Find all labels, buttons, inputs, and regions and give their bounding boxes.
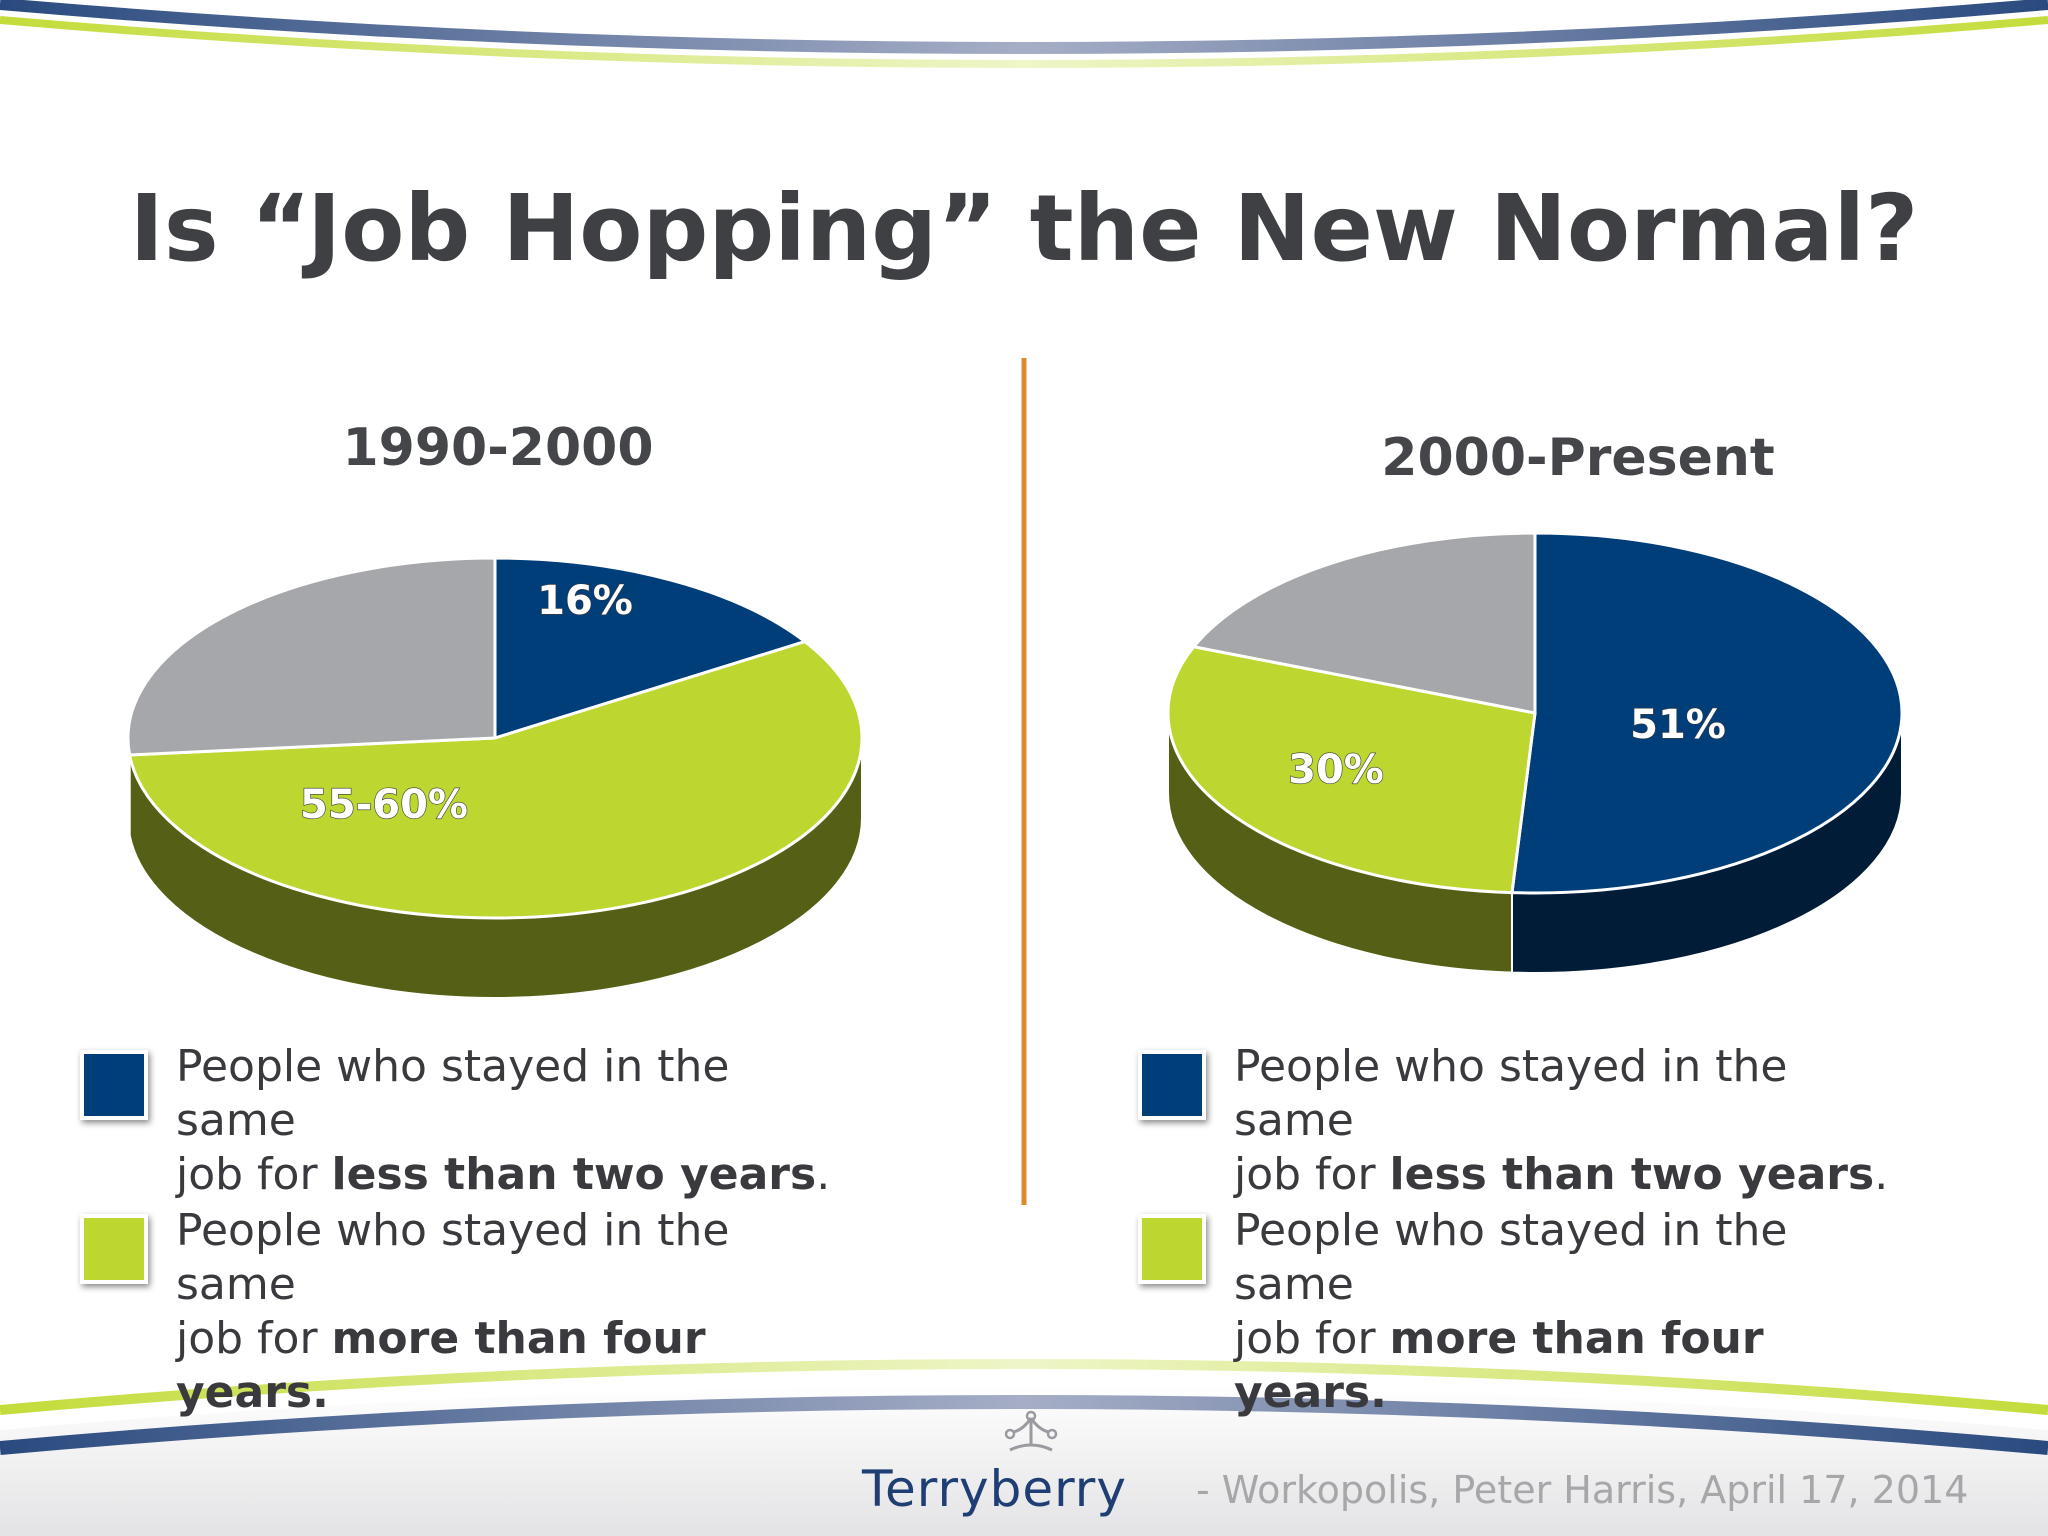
legend-swatch-navy bbox=[1138, 1050, 1206, 1120]
bottom-lime-swoosh bbox=[0, 1359, 2048, 1415]
footer-band bbox=[0, 1385, 2048, 1536]
footer-source: - Workopolis, Peter Harris, April 17, 20… bbox=[1196, 1468, 1969, 1512]
legend-text: People who stayed in the same job for le… bbox=[176, 1041, 831, 1200]
legend-text: People who stayed in the same job for mo… bbox=[176, 1205, 730, 1418]
pie-data-label: 30% bbox=[1288, 747, 1384, 793]
legend-item-right-long: People who stayed in the same job for mo… bbox=[1138, 1204, 1898, 1418]
legend-item-right-short: People who stayed in the same job for le… bbox=[1138, 1040, 1898, 1200]
bottom-navy-swoosh bbox=[0, 1395, 2048, 1455]
panel-heading-right: 2000-Present bbox=[1381, 428, 1775, 488]
pie-slice-1 bbox=[127, 639, 864, 920]
legend-item-left-short: People who stayed in the same job for le… bbox=[80, 1040, 840, 1200]
pie-data-label: 16% bbox=[537, 578, 633, 624]
legend-swatch-lime bbox=[1138, 1214, 1206, 1284]
legend-item-left-long: People who stayed in the same job for mo… bbox=[80, 1204, 840, 1418]
pie-slice-0 bbox=[493, 556, 809, 741]
terryberry-logo-icon bbox=[1004, 1410, 1058, 1452]
pie-data-label: 51% bbox=[1630, 702, 1726, 748]
top-lime-swoosh bbox=[0, 16, 2048, 68]
panel-heading-left: 1990-2000 bbox=[342, 418, 654, 478]
pie-slice-2 bbox=[1191, 531, 1537, 715]
pie-slice-1 bbox=[1166, 645, 1537, 895]
pie-slice-2 bbox=[126, 556, 497, 757]
slide-title: Is “Job Hopping” the New Normal? bbox=[129, 175, 1919, 282]
legend-text: People who stayed in the same job for mo… bbox=[1234, 1205, 1788, 1418]
legend-swatch-navy bbox=[80, 1050, 148, 1120]
footer-brand: Terryberry bbox=[862, 1460, 1127, 1518]
legend-text: People who stayed in the same job for le… bbox=[1234, 1041, 1889, 1200]
pie-slice-0 bbox=[1510, 531, 1904, 895]
pie-data-label: 55-60% bbox=[300, 782, 468, 828]
legend-swatch-lime bbox=[80, 1214, 148, 1284]
